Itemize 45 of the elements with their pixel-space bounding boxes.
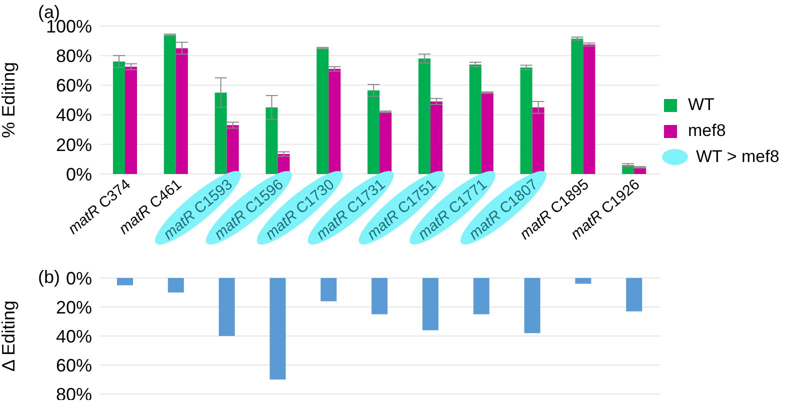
- y-tick-label: 60%: [56, 76, 92, 96]
- bar: [117, 278, 133, 286]
- bar: [532, 107, 544, 174]
- chart-title: (b): [38, 267, 60, 288]
- bar: [520, 67, 532, 174]
- bar: [328, 68, 341, 174]
- bar: [125, 66, 137, 174]
- bar: [270, 278, 286, 380]
- bar: [626, 278, 642, 312]
- bar: [571, 38, 584, 174]
- bar: [380, 112, 392, 174]
- bar: [372, 278, 388, 314]
- bar: [320, 278, 337, 302]
- legend-label: WT: [688, 95, 714, 115]
- bar: [316, 48, 329, 174]
- bar: [176, 48, 188, 174]
- y-tick-label: 60%: [56, 355, 92, 376]
- y-tick-label: 40%: [56, 105, 92, 126]
- bar: [214, 92, 227, 174]
- bar: [164, 34, 176, 174]
- bar: [418, 58, 430, 174]
- y-tick-label: 20%: [56, 297, 92, 318]
- bar: [469, 64, 482, 174]
- bar: [524, 278, 540, 334]
- bar: [113, 62, 125, 174]
- y-tick-label: 0%: [66, 268, 92, 288]
- bar: [168, 278, 184, 292]
- y-axis-title: % Editing: [0, 62, 18, 138]
- y-tick-label: 40%: [56, 326, 92, 346]
- y-tick-label: 0%: [66, 164, 92, 184]
- bar: [226, 125, 239, 174]
- bar: [430, 101, 442, 174]
- bar: [218, 278, 235, 336]
- bar: [473, 278, 490, 314]
- bar: [575, 278, 592, 284]
- y-tick-label: 20%: [56, 134, 92, 155]
- bar: [481, 92, 494, 174]
- y-axis-title: Δ Editing: [0, 300, 18, 372]
- bar: [583, 44, 596, 174]
- bar: [368, 90, 380, 174]
- bar: [266, 107, 278, 174]
- bar: [422, 278, 438, 330]
- legend-label: mef8: [688, 121, 726, 141]
- text: WT > mef8: [696, 147, 780, 167]
- y-tick-label: 80%: [56, 46, 92, 66]
